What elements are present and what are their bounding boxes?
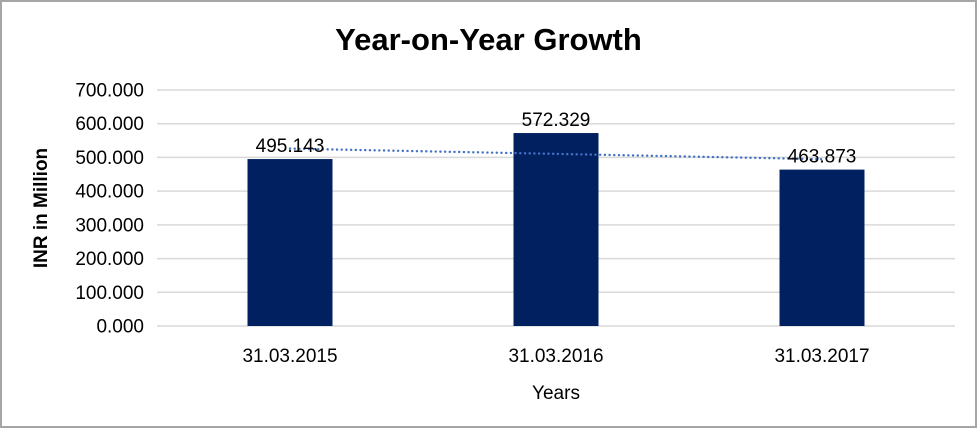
- x-tick-label: 31.03.2017: [774, 346, 869, 367]
- chart-title: Year-on-Year Growth: [335, 22, 642, 57]
- y-tick-label: 400.000: [75, 182, 144, 203]
- y-tick-label: 700.000: [75, 81, 144, 102]
- y-tick-label: 200.000: [75, 249, 144, 270]
- bar-data-label: 463.873: [788, 147, 857, 168]
- trendline: [288, 147, 824, 161]
- y-tick-label: 300.000: [75, 215, 144, 236]
- bar-data-label: 572.329: [522, 110, 591, 131]
- x-axis-title: Years: [532, 383, 580, 404]
- bar-data-label: 495.143: [256, 136, 325, 157]
- y-tick-label: 0.000: [96, 317, 144, 338]
- y-tick-label: 600.000: [75, 114, 144, 135]
- y-tick-label: 100.000: [75, 283, 144, 304]
- bar: [247, 159, 333, 326]
- x-tick-label: 31.03.2016: [508, 346, 603, 367]
- bar: [779, 169, 865, 326]
- bar: [513, 133, 599, 326]
- y-tick-label: 500.000: [75, 148, 144, 169]
- x-tick-label: 31.03.2015: [242, 346, 337, 367]
